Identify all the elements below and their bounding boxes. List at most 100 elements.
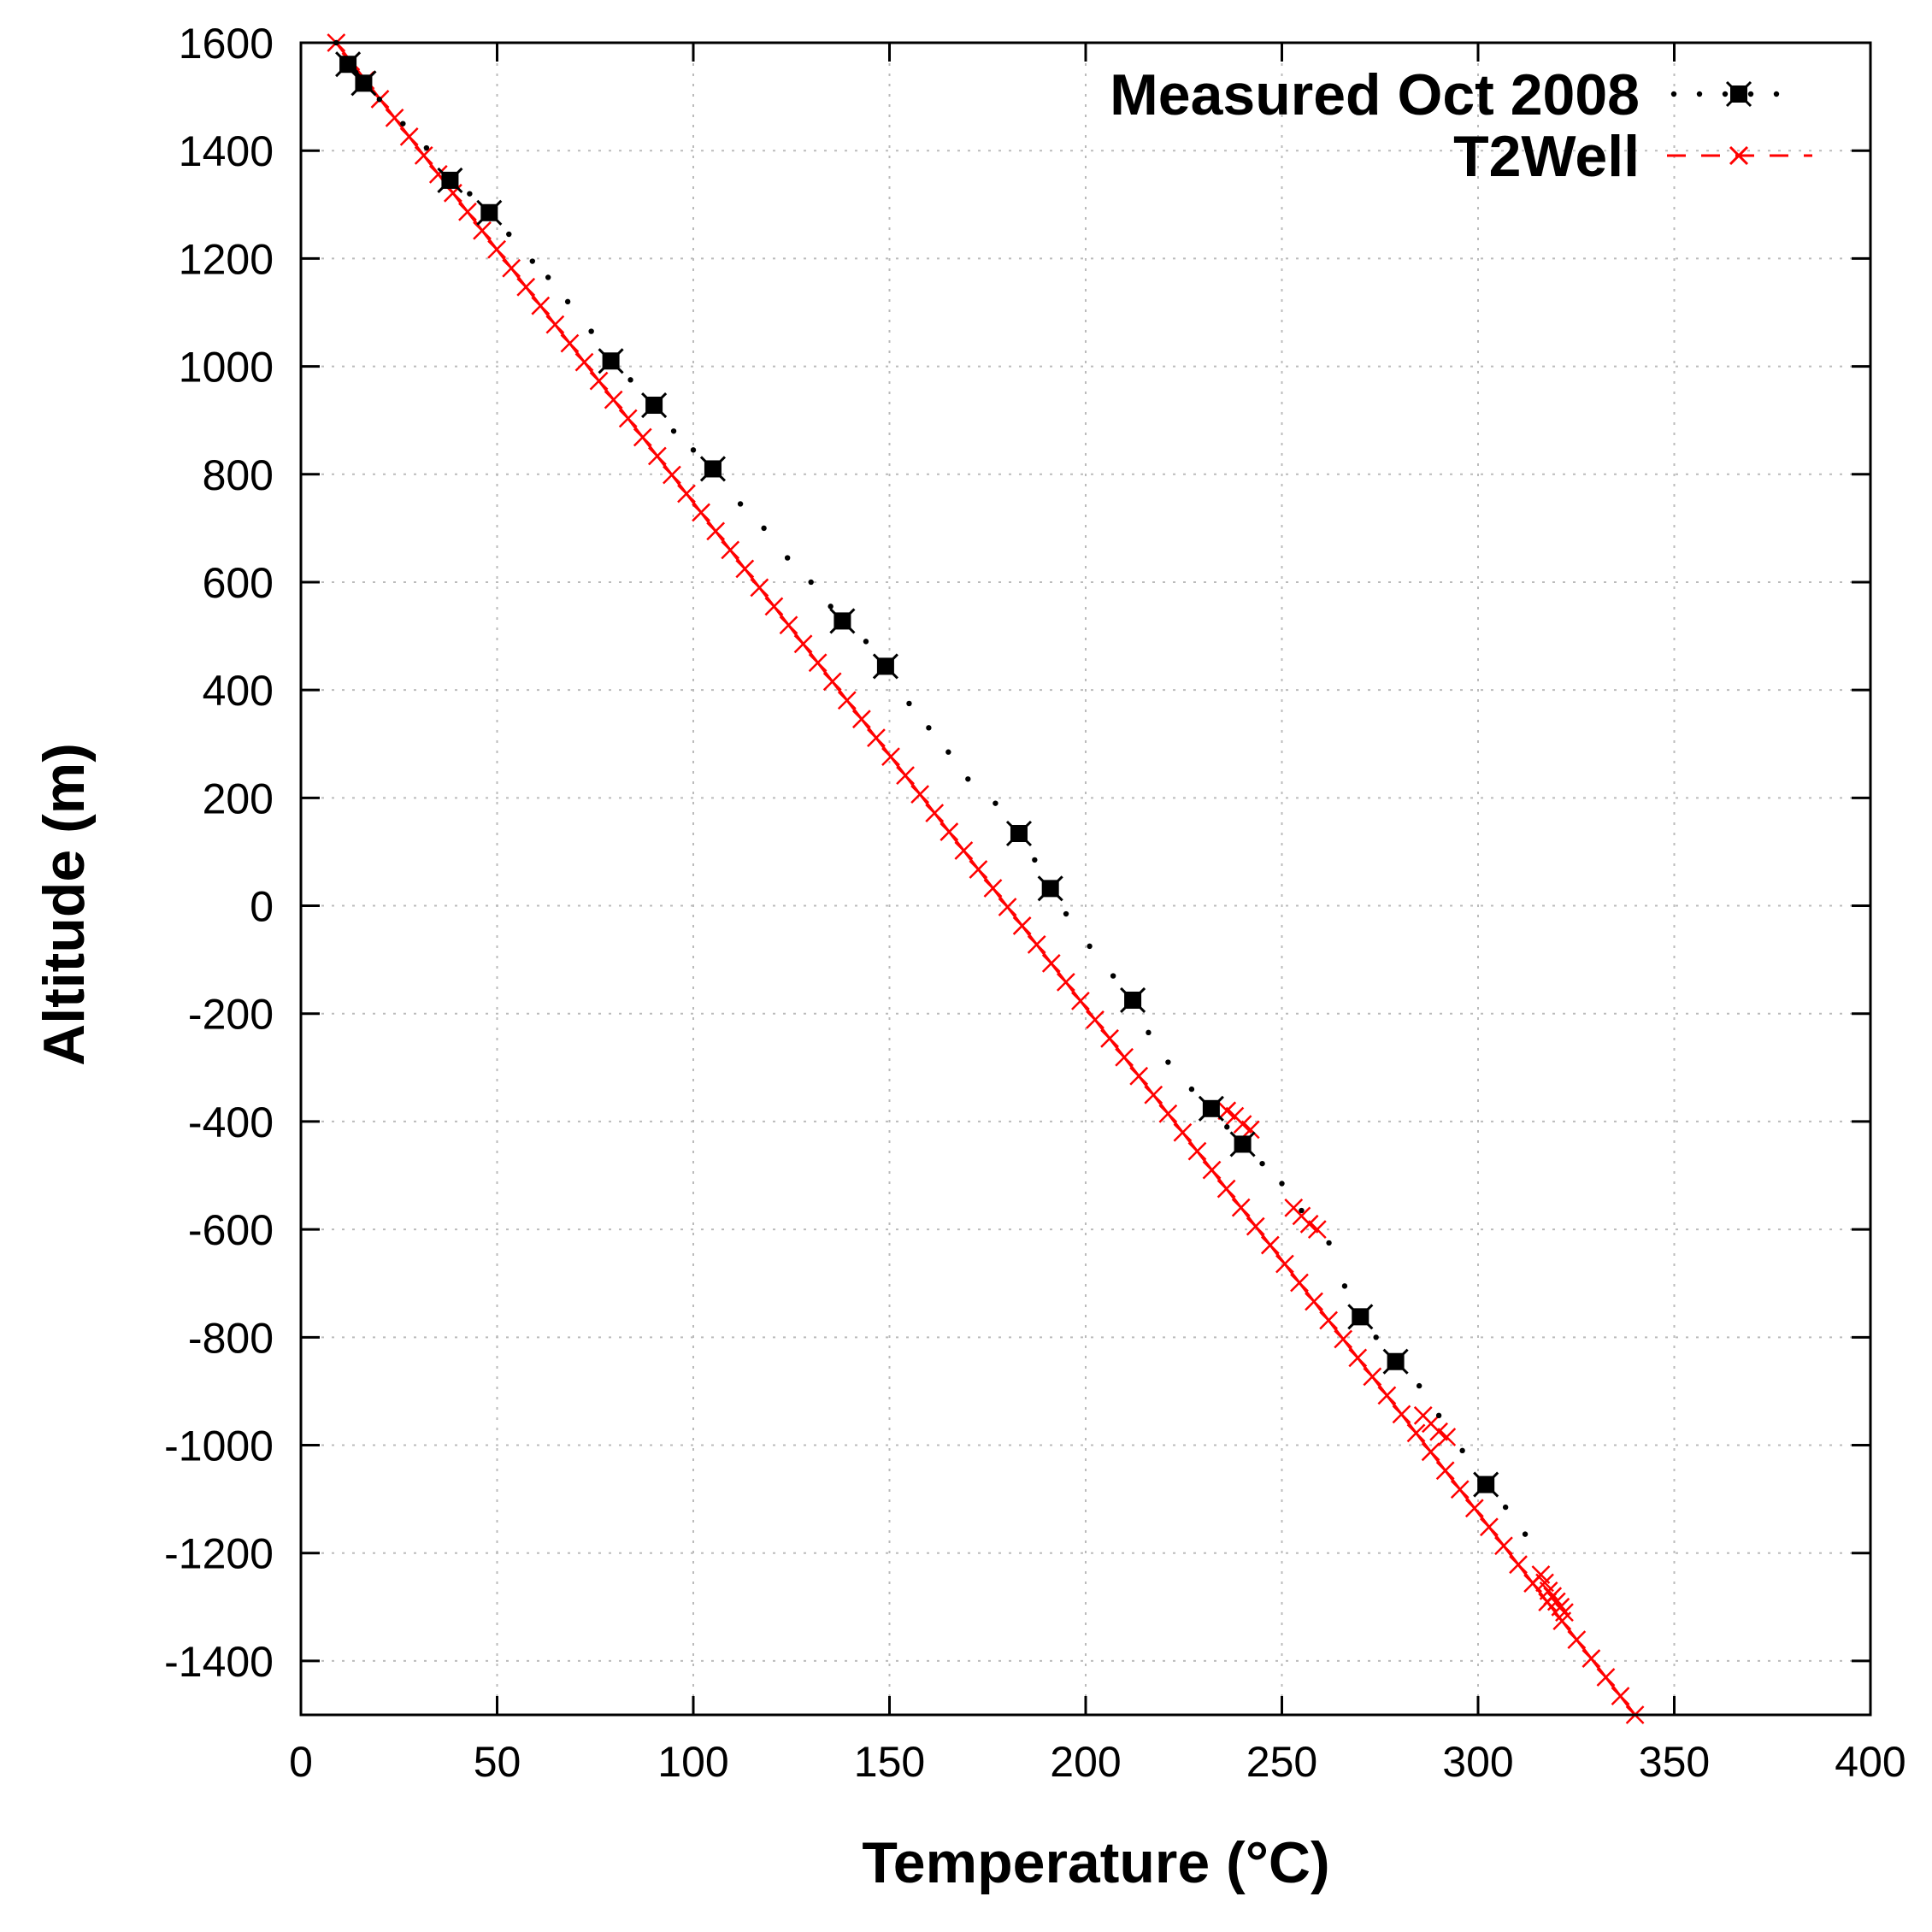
x-axis-title: Temperature (°C) [862,1830,1329,1895]
legend-dot [1696,91,1703,97]
legend-dot [1773,91,1780,97]
measured-point [1473,1471,1499,1498]
t2well-point [925,804,945,822]
measured-dot [423,144,430,151]
t2well-point [1290,1273,1309,1293]
y-tick-label: 1200 [179,235,274,283]
measured-dot [1032,857,1038,863]
t2well-point [1392,1405,1411,1424]
measured-dot [1279,1181,1285,1187]
t2well-point [589,371,609,391]
t2well-point [545,315,565,334]
x-tick-label: 200 [1050,1738,1121,1786]
t2well-point [969,860,988,879]
measured-dot [993,800,998,806]
series-measured [333,39,1529,1537]
measured-dot [1259,1160,1265,1167]
measured-dot [1224,1124,1230,1130]
x-tick-label: 300 [1442,1738,1513,1786]
t2well-point [1319,1311,1338,1330]
grid [301,43,1870,1715]
plot-series [327,33,1645,1724]
legend-label-measured: Measured Oct 2008 [1110,62,1640,127]
t2well-point [473,221,492,240]
legend-dot [1670,91,1677,97]
measured-dot [926,725,932,731]
t2well-point [1158,1104,1178,1123]
measured-dot [945,749,951,755]
y-tick-label: 1000 [179,344,274,392]
t2well-point [837,691,857,710]
y-tick-label: 600 [203,559,274,607]
y-tick-label: 1400 [179,127,274,175]
t2well-point [1596,1668,1616,1687]
t2well-point [1216,1179,1236,1199]
t2well-point [721,540,740,560]
measured-dot [564,298,571,305]
t2well-point [1494,1536,1513,1556]
t2well-point [1464,1499,1484,1518]
y-tick-label: 800 [203,451,274,499]
x-tick-label: 0 [289,1738,313,1786]
t2well-point [663,465,681,485]
measured-dot [467,191,473,197]
t2well-point [1231,1198,1251,1217]
measured-dot [828,604,833,610]
t2well-point [851,710,871,729]
t2well-point [1202,1160,1222,1180]
t2well-point [531,296,551,315]
t2well-point [1334,1329,1353,1349]
t2well-point [1421,1442,1440,1462]
t2well-point [1450,1480,1470,1499]
x-tick-label: 50 [474,1738,521,1786]
y-tick-label: -200 [188,991,274,1039]
measured-point [1347,1304,1374,1330]
measured-point [1120,987,1146,1014]
t2well-point [1435,1461,1455,1481]
t2well-point [779,616,798,635]
t2well-point [1012,916,1032,935]
t2well-point [1305,1292,1323,1311]
legend-dot [1747,91,1754,97]
t2well-point [1240,1120,1260,1140]
measured-point [641,392,668,419]
t2well-point [735,559,755,579]
t2well-point [983,879,1003,898]
y-tick-label: 400 [203,667,274,715]
measured-point [437,167,463,193]
t2well-point [793,634,813,654]
measured-point [598,348,624,374]
t2well-point [692,503,710,522]
t2well-point [750,578,769,598]
measured-point [1005,820,1033,847]
t2well-point [399,127,419,146]
y-tick-label: 1600 [179,20,274,68]
t2well-point [1275,1254,1294,1274]
measured-dot [784,555,791,561]
t2well-point [1567,1630,1587,1649]
measured-point [335,51,362,78]
t2well-point [808,653,828,673]
axis-ticks [299,41,1872,1715]
measured-dot [376,97,382,103]
legend-dot [1722,91,1729,97]
t2well-point [1307,1220,1327,1240]
measured-dot [808,579,814,586]
x-tick-labels: 0 50 100 150 200 250 300 350 400 [289,1738,1906,1786]
x-tick-label: 400 [1835,1738,1905,1786]
measured-point [1198,1095,1224,1122]
measured-point [1382,1348,1409,1375]
t2well-point [954,841,974,860]
t2well-point [1582,1649,1601,1668]
measured-dot [627,377,633,383]
measured-dot [906,700,912,707]
measured-dot [588,328,594,334]
measured-dot [1087,943,1093,950]
y-tick-label: 0 [250,883,274,931]
measured-dot [1188,1086,1195,1093]
t2well-point [487,239,506,259]
t2well-point [502,258,521,278]
t2well-point [1429,1422,1448,1441]
t2well-point [1027,935,1046,954]
